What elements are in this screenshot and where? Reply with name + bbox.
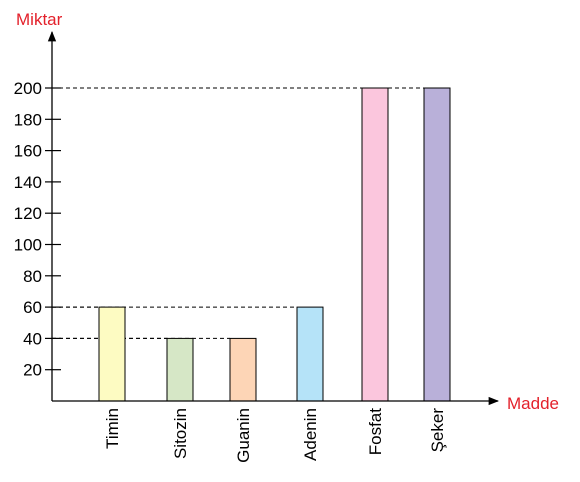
y-tick-label: 180	[14, 110, 42, 129]
bar	[166, 337, 194, 402]
y-axis-label: Miktar	[16, 10, 63, 29]
y-tick-label: 160	[14, 142, 42, 161]
x-axis-label: Madde	[507, 394, 559, 413]
x-tick-label: Adenin	[301, 408, 320, 461]
y-tick-label: 100	[14, 236, 42, 255]
bar	[229, 337, 257, 402]
x-tick-label: Timin	[103, 408, 122, 449]
bar	[361, 87, 389, 402]
x-tick-label: Guanin	[234, 408, 253, 463]
y-tick-label: 140	[14, 173, 42, 192]
y-tick-label: 20	[23, 361, 42, 380]
y-tick-label: 60	[23, 298, 42, 317]
y-tick-label: 200	[14, 79, 42, 98]
bar	[98, 306, 126, 402]
bar	[423, 87, 451, 402]
y-tick-label: 40	[23, 329, 42, 348]
x-tick-label: Şeker	[428, 408, 447, 453]
x-tick-label: Sitozin	[171, 408, 190, 459]
bar	[296, 306, 324, 402]
y-tick-label: 120	[14, 204, 42, 223]
y-tick-label: 80	[23, 267, 42, 286]
x-tick-label: Fosfat	[366, 408, 385, 456]
